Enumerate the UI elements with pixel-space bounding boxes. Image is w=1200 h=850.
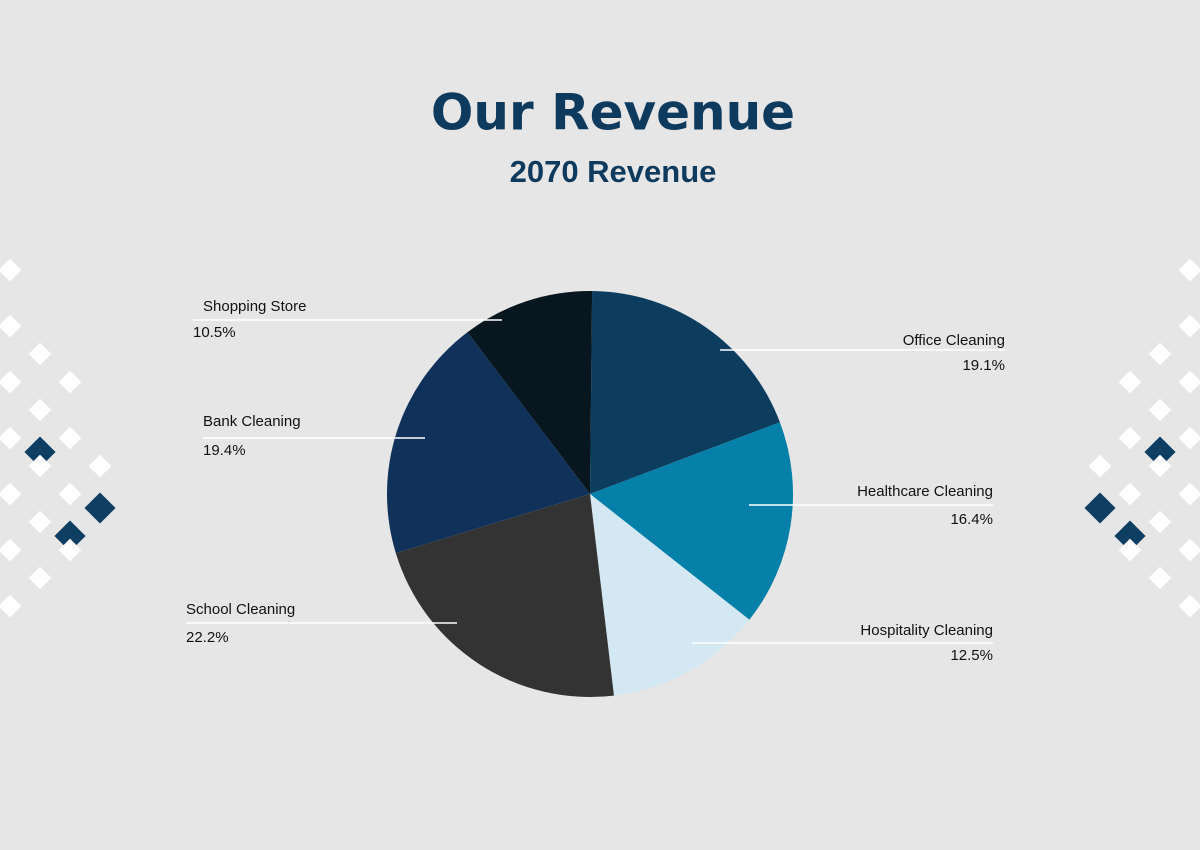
diamond <box>28 398 52 422</box>
diamond <box>88 454 112 478</box>
slice-label: Bank Cleaning <box>203 413 301 430</box>
diamond <box>58 370 82 394</box>
chart-subtitle: 2070 Revenue <box>510 154 717 189</box>
diamond <box>1178 370 1200 394</box>
diamond <box>1148 566 1172 590</box>
pie-slice <box>395 494 614 697</box>
diamond <box>1178 426 1200 450</box>
diamond <box>58 426 82 450</box>
slice-value: 16.4% <box>950 511 993 528</box>
pie-slice <box>590 422 793 620</box>
diamond <box>1118 482 1142 506</box>
slice-label: Healthcare Cleaning <box>857 483 993 500</box>
slice-value: 19.4% <box>203 442 246 459</box>
diamond <box>1178 258 1200 282</box>
diamond <box>1148 510 1172 534</box>
diamond <box>1084 492 1116 524</box>
slice-label: Shopping Store <box>203 298 306 315</box>
diamond <box>28 566 52 590</box>
diamond <box>84 492 116 524</box>
diamond <box>1148 342 1172 366</box>
diamond <box>28 510 52 534</box>
pie-slice <box>590 494 750 696</box>
diamond <box>24 436 56 468</box>
diamond <box>1178 594 1200 618</box>
diamond <box>1118 426 1142 450</box>
diamond <box>28 342 52 366</box>
slice-value: 22.2% <box>186 629 229 646</box>
diamond <box>58 482 82 506</box>
diamond <box>1148 398 1172 422</box>
diamond <box>0 482 22 506</box>
diamond <box>0 538 22 562</box>
diamond <box>1118 370 1142 394</box>
slice-value: 19.1% <box>962 357 1005 374</box>
pie-slice <box>386 332 590 554</box>
diamond <box>0 370 22 394</box>
diamond <box>1118 538 1142 562</box>
diamond <box>0 594 22 618</box>
diamond <box>1088 454 1112 478</box>
pie-slice <box>590 291 780 494</box>
diamond <box>1148 454 1172 478</box>
slice-label: Hospitality Cleaning <box>860 622 993 639</box>
diamond <box>1178 482 1200 506</box>
diamond <box>0 314 22 338</box>
chart-title: Our Revenue <box>431 84 795 142</box>
pie-slice <box>467 291 593 494</box>
slice-value: 10.5% <box>193 324 236 341</box>
diamond <box>0 258 22 282</box>
slice-value: 12.5% <box>950 647 993 664</box>
diamond <box>0 426 22 450</box>
diamond <box>1178 314 1200 338</box>
diamond <box>1178 538 1200 562</box>
diamond <box>1144 436 1176 468</box>
slice-label: School Cleaning <box>186 601 295 618</box>
slice-label: Office Cleaning <box>903 332 1005 349</box>
